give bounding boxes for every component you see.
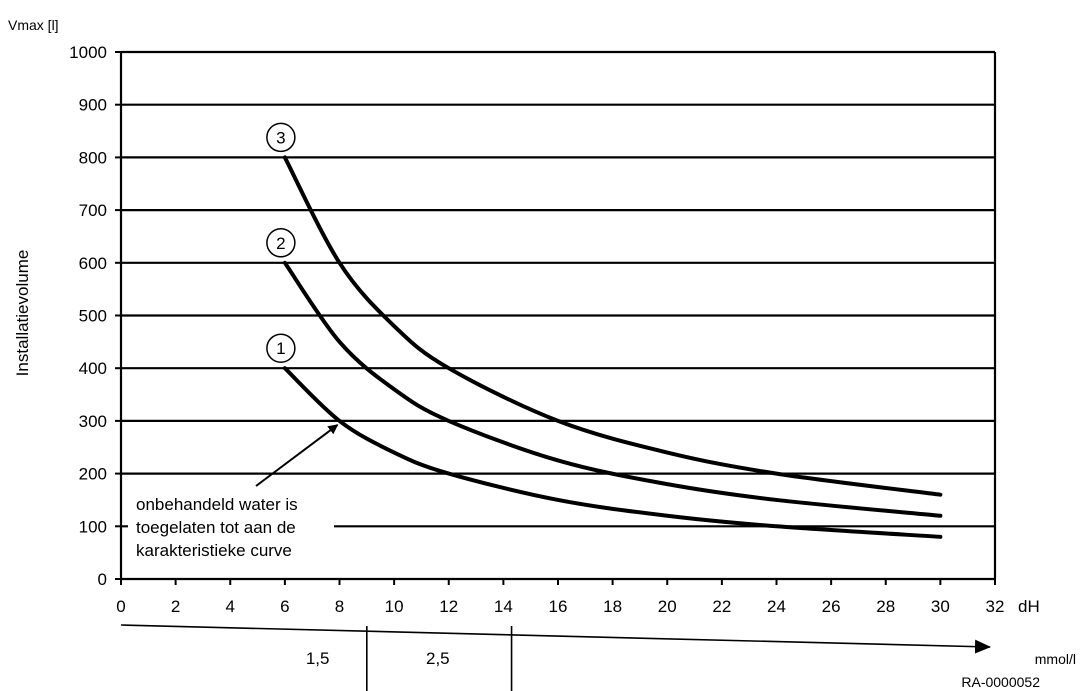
x-tick-label: 10 <box>385 597 404 616</box>
x-tick-label: 8 <box>335 597 344 616</box>
secondary-scale-label-1: 1,5 <box>306 649 330 668</box>
grid-lines <box>121 50 995 528</box>
y-tick-label: 500 <box>79 307 107 326</box>
curve-1 <box>282 366 943 539</box>
annotation-line-2: toegelaten tot aan de <box>136 518 296 537</box>
x-tick-label: 28 <box>876 597 895 616</box>
secondary-scale-arrow <box>120 624 991 654</box>
document-id: RA-0000052 <box>961 674 1040 690</box>
y-axis-unit-label: Vmax [l] <box>8 17 59 33</box>
x-axis-unit-label: dH <box>1018 597 1040 616</box>
curve-label-3: 3 <box>276 128 285 147</box>
y-tick-label: 300 <box>79 412 107 431</box>
curve-label-2: 2 <box>276 234 285 253</box>
x-tick-label: 14 <box>494 597 513 616</box>
y-tick-label: 0 <box>98 570 107 589</box>
x-tick-label: 2 <box>171 597 180 616</box>
y-tick-label: 600 <box>79 254 107 273</box>
curve-label-circle <box>266 122 296 153</box>
y-tick-label: 800 <box>79 148 107 167</box>
x-tick-label: 6 <box>280 597 289 616</box>
x-tick-label: 12 <box>439 597 458 616</box>
annotation-line-3: karakteristieke curve <box>136 541 292 560</box>
x-tick-label: 16 <box>549 597 568 616</box>
secondary-scale-label-2: 2,5 <box>426 649 450 668</box>
x-tick-labels: 0 2 4 6 8 10 12 14 16 18 20 22 24 26 28 30 32 <box>116 579 1004 616</box>
y-tick-label: 900 <box>79 96 107 115</box>
x-tick-label: 22 <box>712 597 731 616</box>
y-tick-label: 400 <box>79 359 107 378</box>
curves <box>282 155 943 539</box>
annotation-arrow <box>255 424 339 487</box>
curve-label-1: 1 <box>276 339 285 358</box>
y-tick-label: 200 <box>79 465 107 484</box>
curve-label-circle <box>266 333 296 363</box>
y-tick-label: 1000 <box>69 43 107 62</box>
annotation-background <box>128 490 334 564</box>
x-tick-label: 32 <box>986 597 1005 616</box>
curve-labels: 1 2 3 <box>266 122 296 363</box>
x-tick-label: 4 <box>226 597 235 616</box>
secondary-scale <box>120 624 991 691</box>
x-tick-label: 18 <box>603 597 622 616</box>
x-tick-label: 20 <box>658 597 677 616</box>
y-tick-labels: 0 100 200 300 400 500 600 700 800 900 1000 <box>69 43 121 589</box>
x-tick-label: 30 <box>931 597 950 616</box>
x-tick-label: 24 <box>767 597 786 616</box>
y-tick-label: 700 <box>79 201 107 220</box>
secondary-scale-unit: mmol/l <box>1035 651 1076 667</box>
x-tick-label: 0 <box>116 597 125 616</box>
curve-3 <box>282 155 943 497</box>
y-axis-title: Installatievolume <box>13 250 32 377</box>
curve-label-circle <box>266 228 296 258</box>
curve-2 <box>282 260 943 518</box>
y-tick-label: 100 <box>79 517 107 536</box>
annotation-line-1: onbehandeld water is <box>136 495 298 514</box>
x-tick-label: 26 <box>822 597 841 616</box>
